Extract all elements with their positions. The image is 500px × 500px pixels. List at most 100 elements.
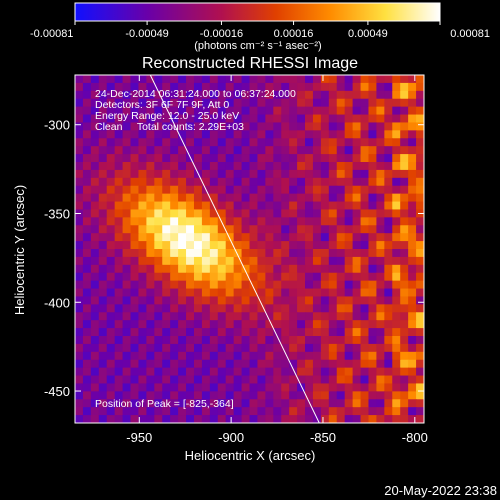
heatmap-cell xyxy=(297,383,306,392)
heatmap-cell xyxy=(154,328,163,337)
heatmap-cell xyxy=(320,114,330,124)
heatmap-cell xyxy=(170,280,179,290)
heatmap-cell xyxy=(320,343,330,353)
heatmap-cell xyxy=(344,201,354,211)
heatmap-cell xyxy=(130,138,140,147)
heatmap-cell xyxy=(82,154,92,163)
heatmap-cell xyxy=(162,122,171,131)
heatmap-cell xyxy=(408,264,417,274)
heatmap-cell xyxy=(400,98,409,108)
heatmap-cell xyxy=(75,264,84,274)
heatmap-cell xyxy=(305,280,314,290)
heatmap-cell xyxy=(281,351,290,361)
heatmap-cell xyxy=(178,114,187,124)
heatmap-cell xyxy=(416,169,424,179)
heatmap-cell xyxy=(384,122,393,131)
heatmap-cell xyxy=(416,90,424,100)
heatmap-cell xyxy=(98,169,108,179)
heatmap-cell xyxy=(344,391,354,400)
heatmap-cell xyxy=(186,415,195,423)
heatmap-cell xyxy=(225,90,235,100)
heatmap-cell xyxy=(344,241,354,250)
heatmap-cell xyxy=(193,312,203,321)
heatmap-cell xyxy=(146,296,155,305)
heatmap-cell xyxy=(257,351,266,361)
heatmap-cell xyxy=(233,407,243,416)
heatmap-cell xyxy=(217,320,227,329)
heatmap-cell xyxy=(416,98,424,108)
heatmap-cell xyxy=(416,399,424,408)
heatmap-cell xyxy=(178,399,187,408)
heatmap-cell xyxy=(312,336,322,345)
heatmap-cell xyxy=(320,312,330,321)
heatmap-cell xyxy=(233,336,243,345)
heatmap-cell xyxy=(281,296,290,305)
heatmap-cell xyxy=(162,256,171,266)
heatmap-cell xyxy=(408,241,417,250)
heatmap-cell xyxy=(376,336,385,345)
heatmap-cell xyxy=(122,399,132,408)
heatmap-cell xyxy=(352,90,362,100)
heatmap-cell xyxy=(122,256,132,266)
heatmap-cell xyxy=(82,82,92,92)
x-tick-label: -950 xyxy=(126,430,152,445)
heatmap-cell xyxy=(336,351,346,361)
heatmap-cell xyxy=(273,296,282,305)
heatmap-cell xyxy=(170,193,179,203)
heatmap-cell xyxy=(209,114,219,124)
heatmap-cell xyxy=(209,359,219,369)
heatmap-cell xyxy=(297,82,306,92)
heatmap-cell xyxy=(273,241,282,250)
heatmap-cell xyxy=(178,98,187,108)
heatmap-cell xyxy=(416,272,424,282)
heatmap-cell xyxy=(376,249,385,258)
heatmap-cell xyxy=(130,114,140,124)
heatmap-cell xyxy=(186,264,195,274)
heatmap-cell xyxy=(154,320,163,329)
heatmap-cell xyxy=(170,359,179,369)
heatmap-cell xyxy=(138,320,147,329)
heatmap-cell xyxy=(273,328,282,337)
heatmap-cell xyxy=(75,336,84,345)
heatmap-cell xyxy=(90,146,100,155)
heatmap-cell xyxy=(312,328,322,337)
heatmap-cell xyxy=(289,146,298,155)
heatmap-cell xyxy=(305,367,314,377)
heatmap-cell xyxy=(98,209,108,218)
heatmap-cell xyxy=(392,367,401,377)
heatmap-cell xyxy=(98,280,108,290)
heatmap-cell xyxy=(400,82,409,92)
heatmap-cell xyxy=(273,415,282,423)
heatmap-cell xyxy=(154,122,163,131)
heatmap-cell xyxy=(281,217,290,226)
heatmap-cell xyxy=(368,375,378,385)
heatmap-cell xyxy=(328,407,338,416)
heatmap-cell xyxy=(98,249,108,258)
heatmap-cell xyxy=(376,312,385,321)
heatmap-cell xyxy=(75,217,84,226)
heatmap-cell xyxy=(225,98,235,108)
heatmap-cell xyxy=(273,304,282,313)
heatmap-cell xyxy=(400,264,409,274)
heatmap-cell xyxy=(75,415,84,423)
heatmap-cell xyxy=(320,90,330,100)
heatmap-cell xyxy=(233,201,243,211)
colorbar-ticks: -0.00081 -0.00049 -0.00016 0.00016 0.00049 0.… xyxy=(30,21,490,40)
heatmap-cell xyxy=(376,162,385,171)
heatmap-cell xyxy=(201,130,211,139)
heatmap-cell xyxy=(98,383,108,392)
heatmap-cell xyxy=(114,336,124,345)
heatmap-cell xyxy=(360,256,370,266)
heatmap-cell xyxy=(265,201,274,211)
heatmap-cell xyxy=(368,169,378,179)
heatmap-cell xyxy=(186,296,195,305)
heatmap-cell xyxy=(281,162,290,171)
heatmap-cell xyxy=(106,296,116,305)
heatmap-cell xyxy=(217,209,227,218)
heatmap-cell xyxy=(193,249,203,258)
heatmap-cell xyxy=(98,90,108,100)
heatmap-cell xyxy=(416,130,424,139)
heatmap-cell xyxy=(257,209,266,218)
heatmap-cell xyxy=(170,225,179,234)
